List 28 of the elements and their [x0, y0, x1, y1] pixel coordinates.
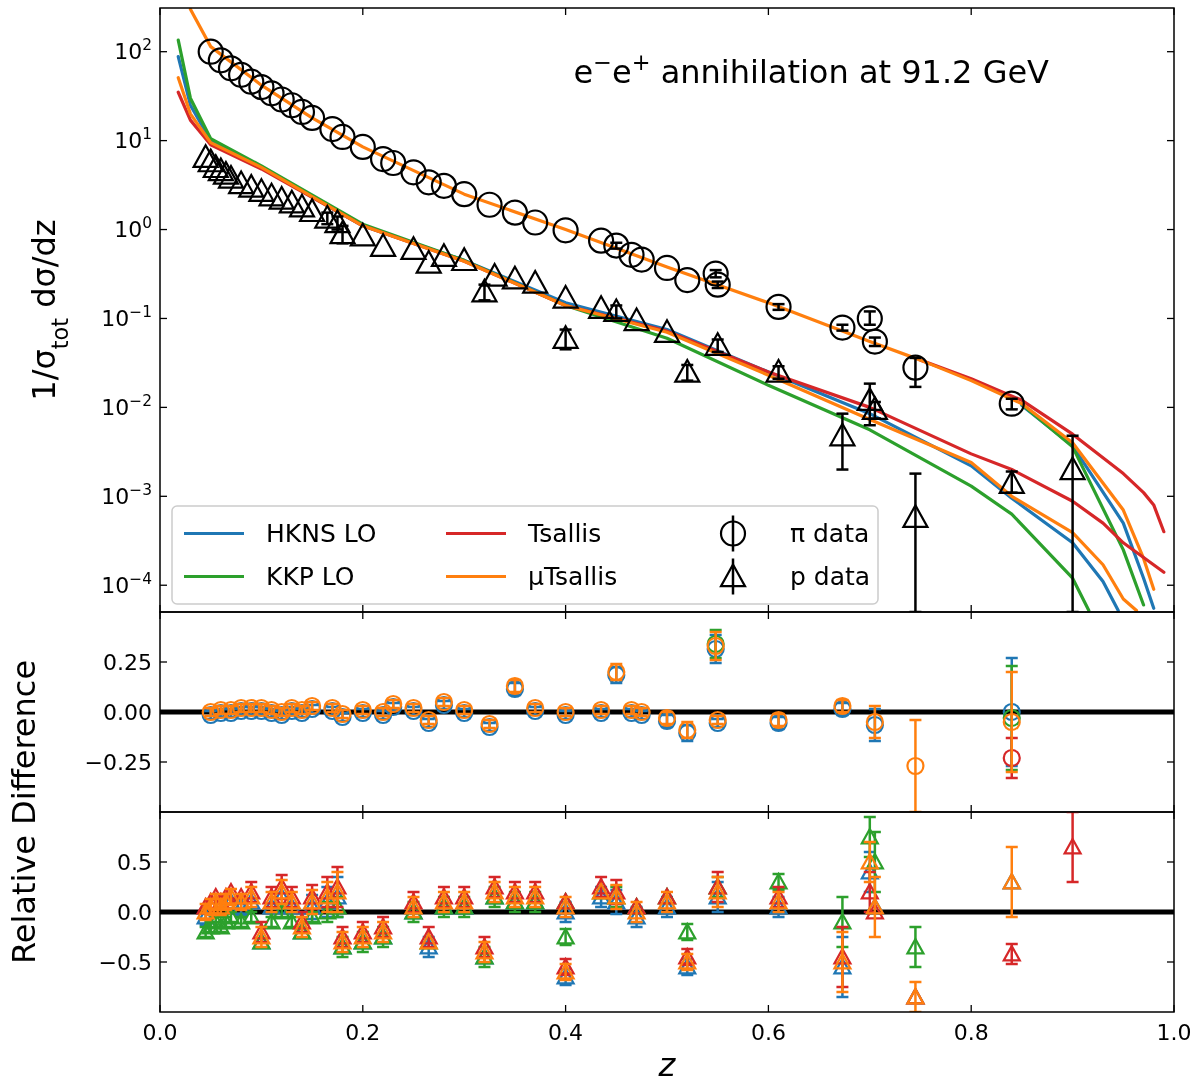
y-tick-label: 10$^{−1}$: [101, 303, 152, 332]
x-tick-label: 0.2: [345, 1020, 381, 1045]
y-tick-label: 0.5: [117, 849, 152, 875]
y-tick-label: 10$^{0}$: [114, 214, 152, 243]
legend-label: KKP LO: [266, 562, 355, 592]
y-tick-label: −0.25: [84, 749, 152, 775]
x-tick-label: 0.8: [953, 1020, 989, 1045]
y-tick-label: 10$^{−4}$: [101, 569, 152, 598]
x-axis-title: z: [657, 1046, 677, 1084]
y-tick-label: 10$^{−2}$: [101, 392, 152, 421]
legend-label: p data: [790, 562, 871, 592]
y-tick-label: 0.25: [103, 649, 152, 675]
y-tick-label: 0.00: [103, 699, 152, 725]
y-tick-label: 10$^{2}$: [114, 36, 152, 65]
legend-label: HKNS LO: [266, 519, 377, 549]
legend-label: π data: [790, 519, 870, 549]
x-tick-label: 0.6: [750, 1020, 786, 1045]
legend-label: μTsallis: [528, 562, 618, 592]
y-tick-label: 0.0: [117, 899, 152, 925]
x-tick-label: 0.0: [142, 1020, 178, 1045]
y-tick-label: 10$^{−3}$: [101, 481, 152, 510]
y-tick-label: 10$^{1}$: [114, 125, 152, 154]
y-axis-title: Relative Difference: [5, 659, 43, 965]
annotation: e$^{−}$e$^{+}$ annihilation at 91.2 GeV: [573, 49, 1050, 91]
legend-label: Tsallis: [527, 519, 602, 549]
x-tick-label: 1.0: [1156, 1020, 1192, 1045]
y-tick-label: −0.5: [98, 949, 152, 975]
x-tick-label: 0.4: [548, 1020, 584, 1045]
